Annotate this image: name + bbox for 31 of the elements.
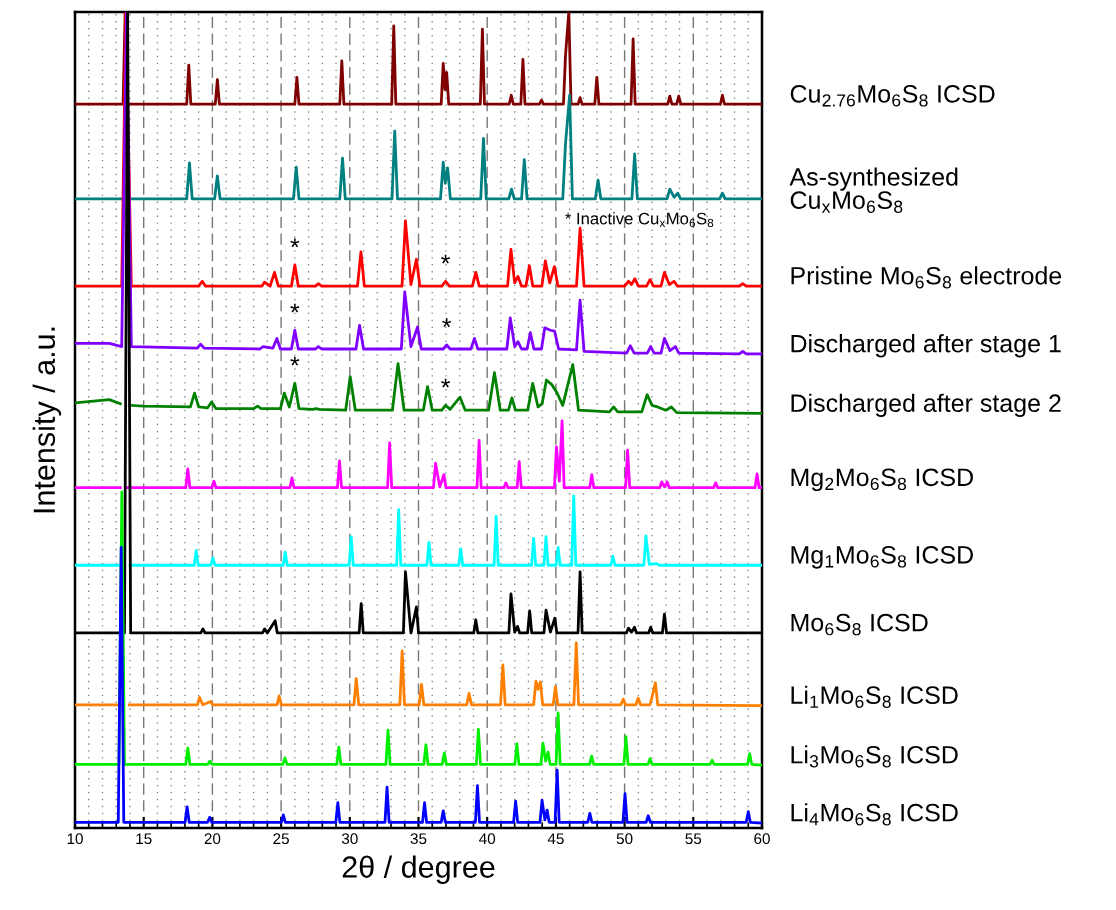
x-tick-label: 30 <box>341 833 358 845</box>
annotation: * <box>290 356 300 366</box>
x-tick-label: 40 <box>479 833 496 845</box>
series-label: Discharged after stage 1 <box>791 334 1061 358</box>
annotation: * <box>441 378 451 388</box>
annotation: * Inactive Cu$_{x}$Mo$_{6}$S$_{8}$ <box>565 212 714 228</box>
x-tick-label: 50 <box>616 833 633 845</box>
series-label: Mg$_{2}$Mo$_{6}$S$_{8}$ ICSD <box>791 468 973 492</box>
series-label: Li$_{4}$Mo$_{6}$S$_{8}$ ICSD <box>791 803 958 826</box>
x-tick-label: 55 <box>685 833 702 845</box>
series-label: As-synthesized Cu$_{x}$Mo$_{6}$S$_{8}$ <box>789 167 958 213</box>
x-axis-title: 2θ / degree <box>342 855 495 884</box>
series-label: Li$_{1}$Mo$_{6}$S$_{8}$ ICSD <box>791 685 958 708</box>
annotation: * <box>290 238 300 248</box>
x-tick-label: 60 <box>754 833 770 845</box>
series-label: Discharged after stage 2 <box>791 393 1061 417</box>
series-label: Li$_{3}$Mo$_{6}$S$_{8}$ ICSD <box>791 745 958 768</box>
series-label: Mo$_{6}$S$_{8}$ ICSD <box>791 613 928 636</box>
x-tick-label: 10 <box>67 833 83 845</box>
y-axis-title: Intensity / a.u. <box>32 327 62 513</box>
series-label: Mg$_{1}$Mo$_{6}$S$_{8}$ ICSD <box>791 545 973 569</box>
x-tick-label: 15 <box>136 833 152 845</box>
x-tick-label: 45 <box>547 833 564 845</box>
annotation: * <box>442 318 452 328</box>
x-tick-label: 25 <box>273 833 289 845</box>
annotation: * <box>290 303 300 313</box>
x-tick-label: 35 <box>410 833 427 845</box>
annotation: * <box>441 254 451 264</box>
series-label: Pristine Mo$_{6}$S$_{8}$ electrode <box>791 266 1062 289</box>
series-label: Cu$_{2.76}$Mo$_{6}$S$_{8}$ ICSD <box>790 85 995 107</box>
x-tick-label: 20 <box>204 833 221 845</box>
